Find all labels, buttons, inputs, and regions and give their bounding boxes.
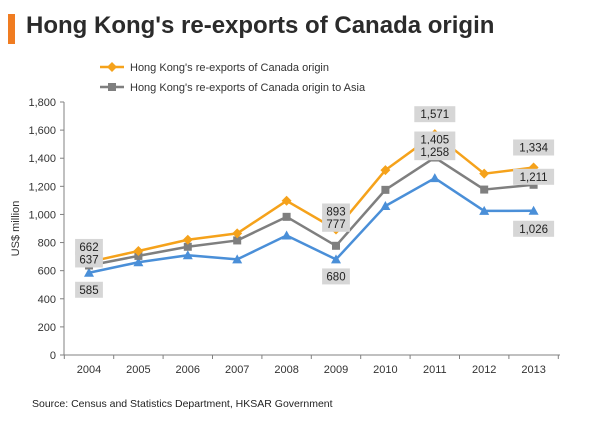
data-label: 662 bbox=[79, 242, 98, 254]
data-point bbox=[480, 185, 489, 194]
data-point bbox=[331, 254, 341, 264]
data-label-box bbox=[75, 281, 103, 298]
data-point bbox=[429, 173, 440, 183]
data-point bbox=[380, 201, 391, 211]
data-point bbox=[133, 245, 144, 256]
data-label-box bbox=[513, 139, 555, 156]
data-label-box bbox=[414, 131, 456, 148]
y-axis-label: US$ million bbox=[10, 201, 22, 257]
series-line-1 bbox=[88, 156, 534, 267]
data-label: 637 bbox=[79, 254, 98, 266]
data-point bbox=[233, 236, 242, 245]
data-point bbox=[182, 234, 193, 245]
data-point bbox=[479, 205, 490, 215]
data-point bbox=[281, 195, 292, 206]
y-tick-label: 1,400 bbox=[28, 153, 56, 165]
x-tick-label: 2013 bbox=[521, 364, 545, 376]
data-label: 1,211 bbox=[520, 172, 548, 184]
data-label-box bbox=[513, 168, 555, 185]
x-tick-label: 2004 bbox=[77, 364, 101, 376]
y-tick-label: 0 bbox=[50, 350, 56, 362]
data-point bbox=[381, 185, 390, 194]
data-label: 1,258 bbox=[420, 147, 449, 159]
data-label-box bbox=[322, 215, 350, 232]
data-point bbox=[84, 267, 94, 277]
x-tick-label: 2012 bbox=[472, 364, 496, 376]
data-point bbox=[528, 205, 539, 215]
data-point bbox=[332, 241, 340, 250]
data-label: 893 bbox=[326, 206, 345, 218]
data-label-box bbox=[414, 106, 456, 123]
x-tick-label: 2006 bbox=[176, 364, 200, 376]
data-point bbox=[479, 168, 490, 179]
data-label: 777 bbox=[326, 219, 345, 231]
data-point bbox=[282, 212, 291, 221]
page-title: Hong Kong's re-exports of Canada origin bbox=[26, 12, 495, 39]
x-tick-label: 2005 bbox=[126, 364, 150, 376]
data-point bbox=[380, 165, 391, 176]
data-label-box bbox=[75, 238, 103, 255]
y-tick-label: 800 bbox=[38, 238, 56, 250]
x-tick-label: 2008 bbox=[274, 364, 298, 376]
x-tick-label: 2007 bbox=[225, 364, 249, 376]
y-tick-label: 1,800 bbox=[28, 97, 56, 109]
series-line-0 bbox=[88, 132, 534, 264]
series-line-2 bbox=[88, 176, 534, 274]
x-tick-label: 2010 bbox=[373, 364, 397, 376]
data-label: 1,026 bbox=[519, 224, 548, 236]
title-accent-bar bbox=[8, 14, 15, 44]
data-point bbox=[281, 230, 292, 240]
data-label-box bbox=[322, 268, 350, 285]
legend-label: Hong Kong's re-exports of Canada origin … bbox=[130, 82, 366, 94]
data-point bbox=[232, 228, 243, 239]
y-tick-label: 1,600 bbox=[28, 125, 56, 137]
data-label-box bbox=[414, 144, 456, 161]
legend-label: Hong Kong's re-exports of Canada origin bbox=[130, 62, 329, 74]
data-label: 680 bbox=[326, 271, 345, 283]
data-label: 585 bbox=[79, 285, 98, 297]
data-point bbox=[232, 254, 243, 264]
data-label: 1,334 bbox=[519, 142, 548, 154]
source-note: Source: Census and Statistics Department… bbox=[32, 398, 333, 410]
data-label: 1,405 bbox=[420, 135, 449, 147]
x-tick-label: 2011 bbox=[423, 364, 447, 376]
data-point bbox=[183, 242, 192, 251]
y-tick-label: 1,000 bbox=[28, 209, 56, 221]
y-tick-label: 400 bbox=[38, 294, 56, 306]
data-label-box bbox=[75, 251, 103, 268]
y-tick-label: 600 bbox=[38, 266, 56, 278]
y-tick-label: 1,200 bbox=[28, 181, 56, 193]
data-label-box bbox=[322, 203, 350, 220]
legend-marker bbox=[108, 83, 116, 91]
y-tick-label: 200 bbox=[38, 322, 56, 334]
data-point bbox=[133, 257, 144, 267]
data-point bbox=[182, 250, 193, 260]
data-label: 1,571 bbox=[420, 109, 449, 121]
data-label-box bbox=[513, 220, 555, 237]
legend-marker bbox=[107, 62, 117, 72]
x-tick-label: 2009 bbox=[324, 364, 348, 376]
